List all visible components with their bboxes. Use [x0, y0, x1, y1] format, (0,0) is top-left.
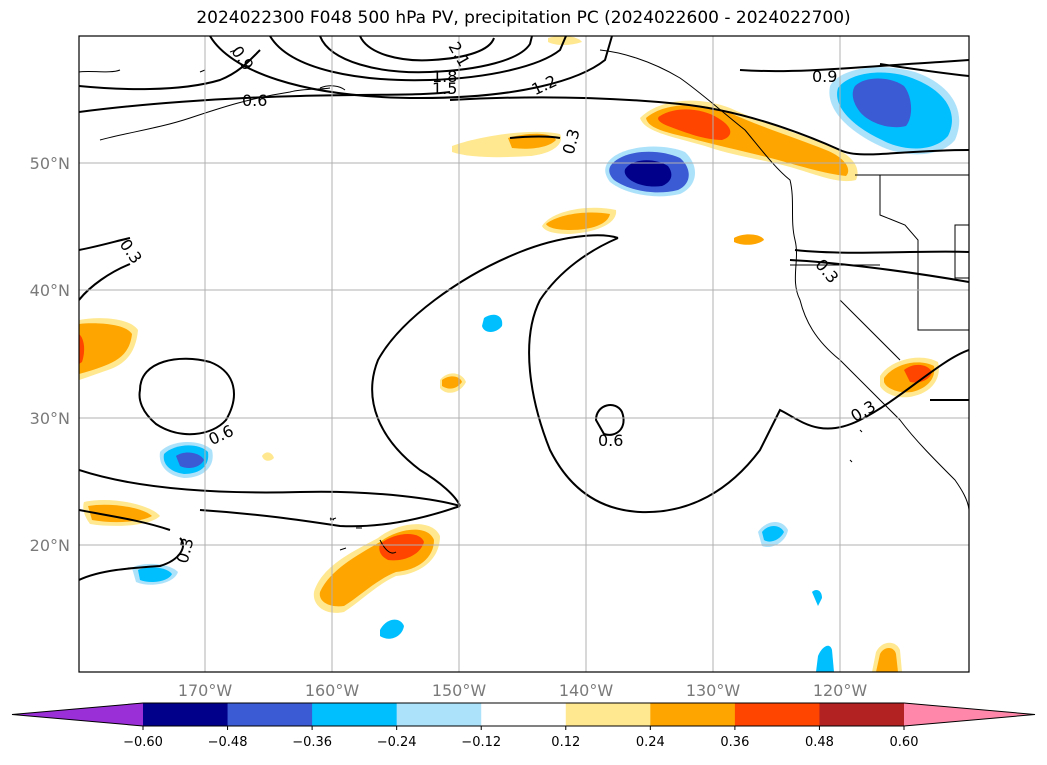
lon-tick-label: 170°W: [178, 681, 233, 700]
contour-label: 0.9: [812, 67, 837, 86]
colorbar-tick-label: 0.12: [551, 735, 580, 750]
graticule: [79, 36, 969, 672]
precip-positive-area: [734, 234, 764, 245]
colorbar-bin: [565, 703, 651, 726]
precip-positive-area: [79, 334, 85, 364]
precip-negative-area: [762, 526, 784, 542]
precip-negative-area: [852, 78, 912, 128]
colorbar-tick-label: −0.60: [123, 735, 163, 750]
precip-negative-area: [176, 452, 204, 468]
precip-negative-area: [624, 160, 672, 187]
colorbar-tick-label: 0.60: [890, 735, 919, 750]
precip-shading: [79, 36, 960, 672]
colorbar-extend-high: [904, 703, 1035, 726]
lon-tick-labels: 170°W 160°W 150°W 140°W 130°W 120°W: [178, 681, 868, 700]
colorbar-bin: [143, 703, 229, 726]
precip-negative-area: [482, 314, 503, 332]
precip-positive-area: [904, 364, 932, 383]
map-frame: [78, 35, 970, 673]
colorbar-bin: [396, 703, 482, 726]
precip-positive-area: [546, 212, 610, 230]
precip-positive-area: [262, 452, 274, 461]
precip-negative-area: [816, 645, 834, 672]
lat-tick-label: 50°N: [30, 154, 70, 173]
lat-tick-label: 20°N: [30, 536, 70, 555]
precip-negative-area: [138, 567, 172, 582]
contour-label: 1.5: [432, 79, 457, 98]
colorbar-tick-label: −0.48: [208, 735, 248, 750]
colorbar-tick-label: −0.36: [292, 735, 332, 750]
precip-positive-area: [658, 109, 731, 140]
colorbar-tick-label: −0.12: [461, 735, 501, 750]
lon-tick-label: 150°W: [432, 681, 487, 700]
map-background: [79, 36, 969, 672]
colorbar-bin: [481, 703, 567, 726]
precip-positive-area: [379, 533, 424, 561]
contour-label: 1.8: [432, 67, 457, 86]
precip-positive-area: [88, 504, 152, 523]
chart-title: 2024022300 F048 500 hPa PV, precipitatio…: [196, 8, 851, 28]
lon-tick-label: 120°W: [813, 681, 868, 700]
colorbar-bin: [819, 703, 905, 726]
colorbar-tick-label: 0.24: [636, 735, 665, 750]
lon-tick-label: 140°W: [559, 681, 614, 700]
colorbar-extend-low: [12, 703, 143, 726]
colorbar-bin: [734, 703, 820, 726]
precip-positive-area: [79, 323, 132, 374]
lat-tick-labels: 50°N 40°N 30°N 20°N: [30, 154, 70, 555]
lat-tick-label: 30°N: [30, 409, 70, 428]
lon-tick-label: 130°W: [686, 681, 741, 700]
precip-positive-area: [876, 648, 898, 672]
contour-label: 0.6: [598, 431, 623, 450]
colorbar-bin: [312, 703, 398, 726]
precip-positive-area: [442, 376, 462, 389]
colorbar-tick-label: −0.24: [377, 735, 417, 750]
colorbar-tick-label: 0.36: [720, 735, 749, 750]
colorbar-tick-label: 0.48: [805, 735, 834, 750]
lon-tick-label: 160°W: [305, 681, 360, 700]
precip-negative-area: [380, 619, 404, 639]
precip-negative-area: [812, 590, 822, 606]
colorbar-bin: [650, 703, 736, 726]
colorbar: −0.60 −0.48 −0.36 −0.24 −0.12 0.12 0.24 0.36 0.4…: [11, 702, 1036, 750]
lat-tick-label: 40°N: [30, 281, 70, 300]
pv-contours: [79, 36, 969, 581]
contour-label: 0.6: [242, 91, 267, 110]
colorbar-bin: [227, 703, 313, 726]
